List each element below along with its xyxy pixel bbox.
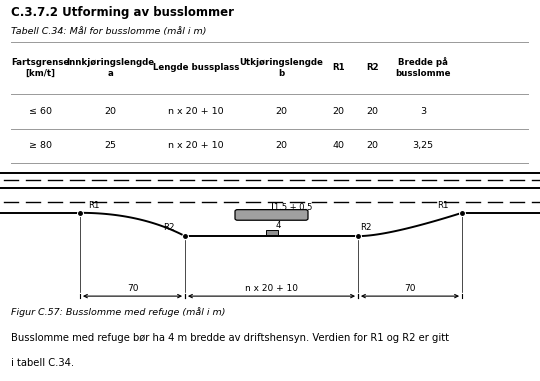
Text: n x 20 + 10: n x 20 + 10 [168,141,224,150]
Text: i tabell C.34.: i tabell C.34. [11,358,74,368]
Text: Busslomme med refuge bør ha 4 m bredde av driftshensyn. Verdien for R1 og R2 er : Busslomme med refuge bør ha 4 m bredde a… [11,333,449,343]
Text: R2: R2 [360,223,372,232]
Text: 3: 3 [420,107,426,116]
Text: 20: 20 [275,107,288,116]
Text: 20: 20 [333,107,345,116]
Text: R2: R2 [366,63,379,72]
Text: C.3.7.2 Utforming av busslommer: C.3.7.2 Utforming av busslommer [11,6,234,19]
Text: ≤ 60: ≤ 60 [29,107,52,116]
Text: ≥ 80: ≥ 80 [29,141,52,150]
Text: 20: 20 [366,141,379,150]
Text: R1: R1 [88,201,99,210]
Text: R1: R1 [333,63,345,72]
Text: 20: 20 [366,107,379,116]
Text: 20: 20 [105,107,117,116]
Text: 40: 40 [333,141,345,150]
Text: Innkjøringslengde
a: Innkjøringslengde a [66,58,154,78]
Text: n x 20 + 10: n x 20 + 10 [245,283,298,293]
Text: Lengde bussplass: Lengde bussplass [153,63,239,72]
Text: n x 20 + 10: n x 20 + 10 [168,107,224,116]
Text: 70: 70 [404,283,416,293]
Text: Tabell C.34: Mål for busslomme (mål i m): Tabell C.34: Mål for busslomme (mål i m) [11,27,206,36]
Text: R2: R2 [163,223,174,232]
Text: 4: 4 [275,221,281,230]
Bar [266,230,278,235]
Text: Utkjøringslengde
b: Utkjøringslengde b [240,58,323,78]
Text: Fartsgrense
[km/t]: Fartsgrense [km/t] [11,58,70,78]
FancyBboxPatch shape [235,210,308,220]
Text: 20: 20 [275,141,288,150]
Text: 25: 25 [105,141,117,150]
Text: R1: R1 [437,201,449,210]
Text: Bredde på
busslomme: Bredde på busslomme [395,58,451,78]
Text: 1,5 + 0,5: 1,5 + 0,5 [273,203,312,212]
Text: 3,25: 3,25 [413,141,434,150]
Text: Figur C.57: Busslomme med refuge (mål i m): Figur C.57: Busslomme med refuge (mål i … [11,307,225,317]
Text: 70: 70 [127,283,138,293]
